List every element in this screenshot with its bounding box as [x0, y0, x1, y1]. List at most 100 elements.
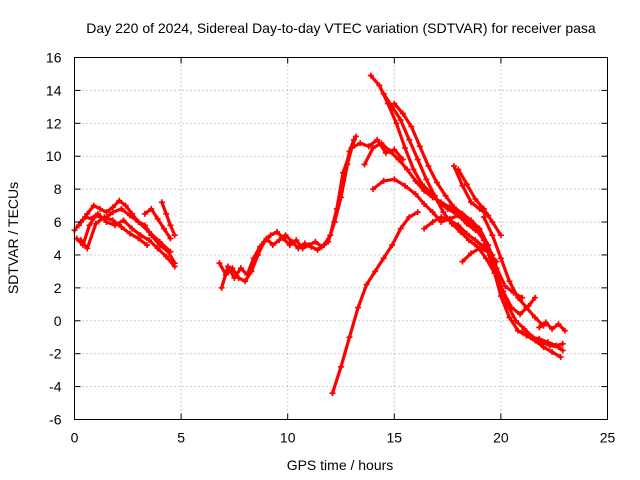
data-point [282, 232, 289, 239]
data-point [414, 156, 421, 163]
series-track-20 [480, 214, 547, 329]
data-point [269, 242, 276, 249]
y-tick-label: 10 [46, 148, 62, 164]
data-point [171, 232, 178, 239]
series-track-3 [75, 210, 178, 270]
series-track-5 [141, 205, 174, 242]
data-point [514, 327, 521, 334]
series-track-6 [158, 199, 178, 239]
data-point [429, 219, 436, 226]
data-point [444, 205, 451, 212]
data-point [450, 204, 457, 211]
data-point [468, 199, 475, 206]
y-tick-label: 8 [54, 181, 62, 197]
data-point [391, 100, 398, 107]
data-point [148, 205, 155, 212]
data-point [536, 324, 543, 331]
series-line [74, 207, 172, 254]
data-point [542, 319, 549, 326]
data-point [493, 258, 500, 265]
data-point [167, 248, 174, 255]
data-point [476, 245, 483, 252]
y-tick-label: -4 [49, 379, 62, 395]
data-point [118, 223, 125, 230]
data-point [410, 166, 417, 173]
y-tick-label: 12 [46, 115, 62, 131]
y-tick-label: 4 [54, 247, 62, 263]
data-point [506, 278, 513, 285]
data-point [263, 235, 270, 242]
data-point [425, 163, 432, 170]
data-point [412, 177, 419, 184]
data-point [393, 120, 400, 127]
data-point [340, 169, 347, 176]
data-point [465, 237, 472, 244]
data-point [92, 220, 99, 227]
data-point [450, 163, 457, 170]
data-point [141, 210, 148, 217]
data-point [88, 215, 95, 222]
data-point [416, 143, 423, 150]
data-point [301, 240, 308, 247]
series-track-22 [519, 329, 566, 349]
data-point [118, 205, 125, 212]
data-point [355, 304, 362, 311]
data-point [109, 209, 116, 216]
data-point [459, 258, 466, 265]
data-point [508, 304, 515, 311]
data-point [225, 263, 232, 270]
data-point [519, 329, 526, 336]
data-point [286, 242, 293, 249]
data-point [459, 182, 466, 189]
data-point [440, 209, 447, 216]
data-point [256, 243, 263, 250]
data-point [367, 72, 374, 79]
data-point [380, 177, 387, 184]
data-point [361, 161, 368, 168]
data-point [457, 228, 464, 235]
series-track-11 [361, 140, 564, 360]
series-track-21 [536, 319, 568, 334]
data-point [231, 274, 238, 281]
data-point [476, 205, 483, 212]
y-tick-labels: -6 -4 -2 0 2 4 6 8 10 12 14 16 [46, 50, 62, 428]
y-tick-label: 2 [54, 280, 62, 296]
data-point [472, 196, 479, 203]
data-point [493, 265, 500, 272]
data-point [135, 219, 142, 226]
data-point [532, 294, 539, 301]
data-point [497, 255, 504, 262]
data-point [122, 202, 129, 209]
y-axis-label: SDTVAR / TECUs [5, 182, 21, 294]
chart-title: Day 220 of 2024, Sidereal Day-to-day VTE… [86, 20, 596, 36]
data-point [143, 242, 150, 249]
data-point [397, 117, 404, 124]
x-axis-label: GPS time / hours [287, 457, 394, 473]
data-point [414, 209, 421, 216]
y-tick-label: -6 [49, 412, 62, 428]
data-point [86, 222, 93, 229]
data-point [455, 222, 462, 229]
data-point [559, 347, 566, 354]
data-point [500, 288, 507, 295]
data-point [429, 209, 436, 216]
data-point [549, 326, 556, 332]
y-tick-label: 14 [46, 82, 62, 98]
data-point [399, 110, 406, 117]
data-point [395, 156, 402, 163]
data-point [514, 294, 521, 301]
data-point [523, 304, 530, 311]
x-tick-labels: 0 5 10 15 20 25 [71, 430, 616, 446]
series-track-15 [369, 176, 479, 234]
series-track-4 [77, 214, 150, 252]
data-point [101, 214, 108, 221]
data-point [308, 243, 315, 250]
data-point [156, 238, 163, 245]
data-point [485, 242, 492, 249]
data-point [482, 255, 489, 262]
data-point [374, 136, 381, 143]
data-point [472, 227, 479, 234]
data-point [555, 321, 562, 328]
data-point [521, 326, 528, 332]
